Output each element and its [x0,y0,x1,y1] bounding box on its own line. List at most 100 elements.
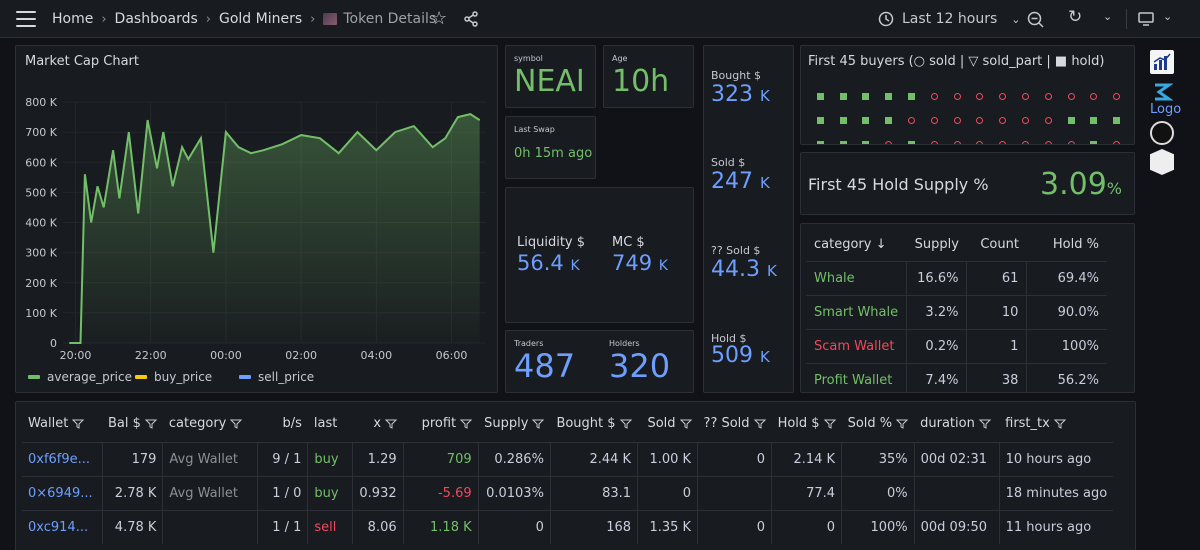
tv-mode-icon[interactable] [1138,11,1154,27]
col-header-label: b/s [282,416,302,432]
cell-category: Whale [806,260,907,295]
col-header[interactable]: Hold $ [772,406,842,442]
dextools-logo-icon[interactable] [1150,80,1174,104]
col-header[interactable]: last [308,406,353,442]
filter-icon[interactable] [679,419,692,429]
cell-sold: 1.00 K [637,441,698,476]
chevron-down-icon: ⌄ [1011,12,1021,26]
col-header[interactable]: first_tx [999,406,1113,442]
last-swap-panel: Last Swap 0h 15m ago [505,116,596,179]
bought-label: Bought $ [711,69,762,82]
col-category[interactable]: category ↓ [806,229,907,261]
filter-icon[interactable] [978,419,991,429]
liquidity-unit: K [570,258,580,274]
legend-label: buy_price [154,370,212,384]
dashboard-icon [323,13,338,25]
cell-last: buy [307,441,353,476]
avatar-logo-icon[interactable] [1150,121,1174,145]
buyers-row [809,84,1134,108]
cell-duration [913,475,1000,510]
breadcrumb-dashboards[interactable]: Dashboards [114,11,198,27]
table-row[interactable]: 0×6949... 2.78 K Avg Wallet 1 / 0 buy 0.932 -5… [22,475,1114,510]
col-header[interactable]: Wallet [22,406,102,442]
table-row[interactable]: 0xf6f9e... 179 Avg Wallet 9 / 1 buy 1.29 709 0.… [22,441,1114,476]
sold-circle-icon [1067,140,1075,144]
sort-arrow-down-icon: ↓ [875,237,887,253]
col-header[interactable]: profit [403,406,478,442]
table-row: Scam Wallet 0.2% 1 100% [806,328,1107,363]
filter-icon[interactable] [230,419,243,429]
time-range-picker[interactable]: Last 12 hours ⌄ [878,0,1020,38]
star-icon[interactable]: ☆ [431,8,448,29]
col-header-label: category [168,416,227,432]
col-hold[interactable]: Hold % [1052,237,1099,253]
col-header[interactable]: category [163,406,258,442]
hold-square-icon [885,116,893,124]
col-count[interactable]: Count [980,237,1019,253]
cell-soldpct: 0% [841,475,915,510]
hold-unit: K [760,348,770,366]
cell-unk: 0 [697,441,772,476]
chart-logo-icon[interactable] [1150,50,1174,74]
hold-square-icon [885,92,893,100]
legend-label: average_price [47,370,132,384]
filter-icon[interactable] [1053,419,1066,429]
col-header[interactable]: Supply [478,406,550,442]
menu-icon[interactable] [16,11,36,27]
cell-wallet[interactable]: 0×6949... [22,475,102,510]
cell-profit: 709 [402,441,479,476]
col-header[interactable]: Sold % [842,406,915,442]
sold-circle-icon [976,92,984,100]
cell-wallet[interactable]: 0xc914... [22,509,102,544]
filter-icon[interactable] [823,419,836,429]
cell-category: Scam Wallet [806,328,907,363]
y-tick-label: 500 K [25,186,57,199]
filter-icon[interactable] [460,419,473,429]
logo-link[interactable]: Logo [1150,102,1182,117]
share-icon[interactable] [463,11,479,27]
series-area [69,114,480,343]
col-header[interactable]: Bought $ [550,406,637,442]
symbol-panel: symbol NEAI [505,45,596,108]
col-header[interactable]: Sold [638,406,698,442]
zoom-out-icon[interactable] [1027,11,1045,29]
x-tick-label: 06:00 [436,349,468,362]
last-swap-value: 0h 15m ago [514,146,593,161]
col-supply[interactable]: Supply [914,237,959,253]
market-cap-chart[interactable]: 800 K 700 K 600 K 500 K 400 K 300 K 200 K 100 K… [16,46,498,393]
filter-icon[interactable] [72,419,85,429]
sold-circle-icon [999,92,1007,100]
filter-icon[interactable] [753,419,766,429]
cell-sold: 1.35 K [637,509,698,544]
sold-circle-icon [1067,92,1075,100]
sold-value: 247 K [711,169,770,194]
breadcrumb-folder[interactable]: Gold Miners [219,11,303,27]
cell-supply: 16.6% [906,260,967,295]
filter-icon[interactable] [532,419,545,429]
filter-icon[interactable] [619,419,632,429]
filter-icon[interactable] [896,419,909,429]
hold-square-icon [816,116,824,124]
col-header[interactable]: x [353,406,403,442]
col-header[interactable]: ?? Sold [698,406,772,442]
filter-icon[interactable] [144,419,157,429]
owl-logo-icon[interactable] [1150,149,1174,175]
holders-label: Holders [609,339,640,348]
cell-profit: -5.69 [402,475,479,510]
refresh-icon[interactable]: ↻ [1068,7,1083,27]
chevron-down-icon[interactable]: ⌄ [1103,10,1113,23]
cell-bal: 4.78 K [101,509,163,544]
category-table-panel: category ↓ Supply Count Hold % Whale 16.6… [800,223,1135,393]
col-header[interactable]: b/s [258,406,308,442]
col-header[interactable]: duration [914,406,999,442]
filter-icon[interactable] [385,419,398,429]
chevron-down-icon[interactable]: ⌄ [1163,10,1173,23]
cell-wallet[interactable]: 0xf6f9e... [22,441,102,476]
traders-label: Traders [514,339,544,348]
symbol-value: NEAI [514,64,585,99]
col-header[interactable]: Bal $ [102,406,163,442]
breadcrumb-home[interactable]: Home [52,11,94,27]
sold-circle-icon [1022,140,1030,144]
panel-title: Market Cap Chart [25,54,139,69]
